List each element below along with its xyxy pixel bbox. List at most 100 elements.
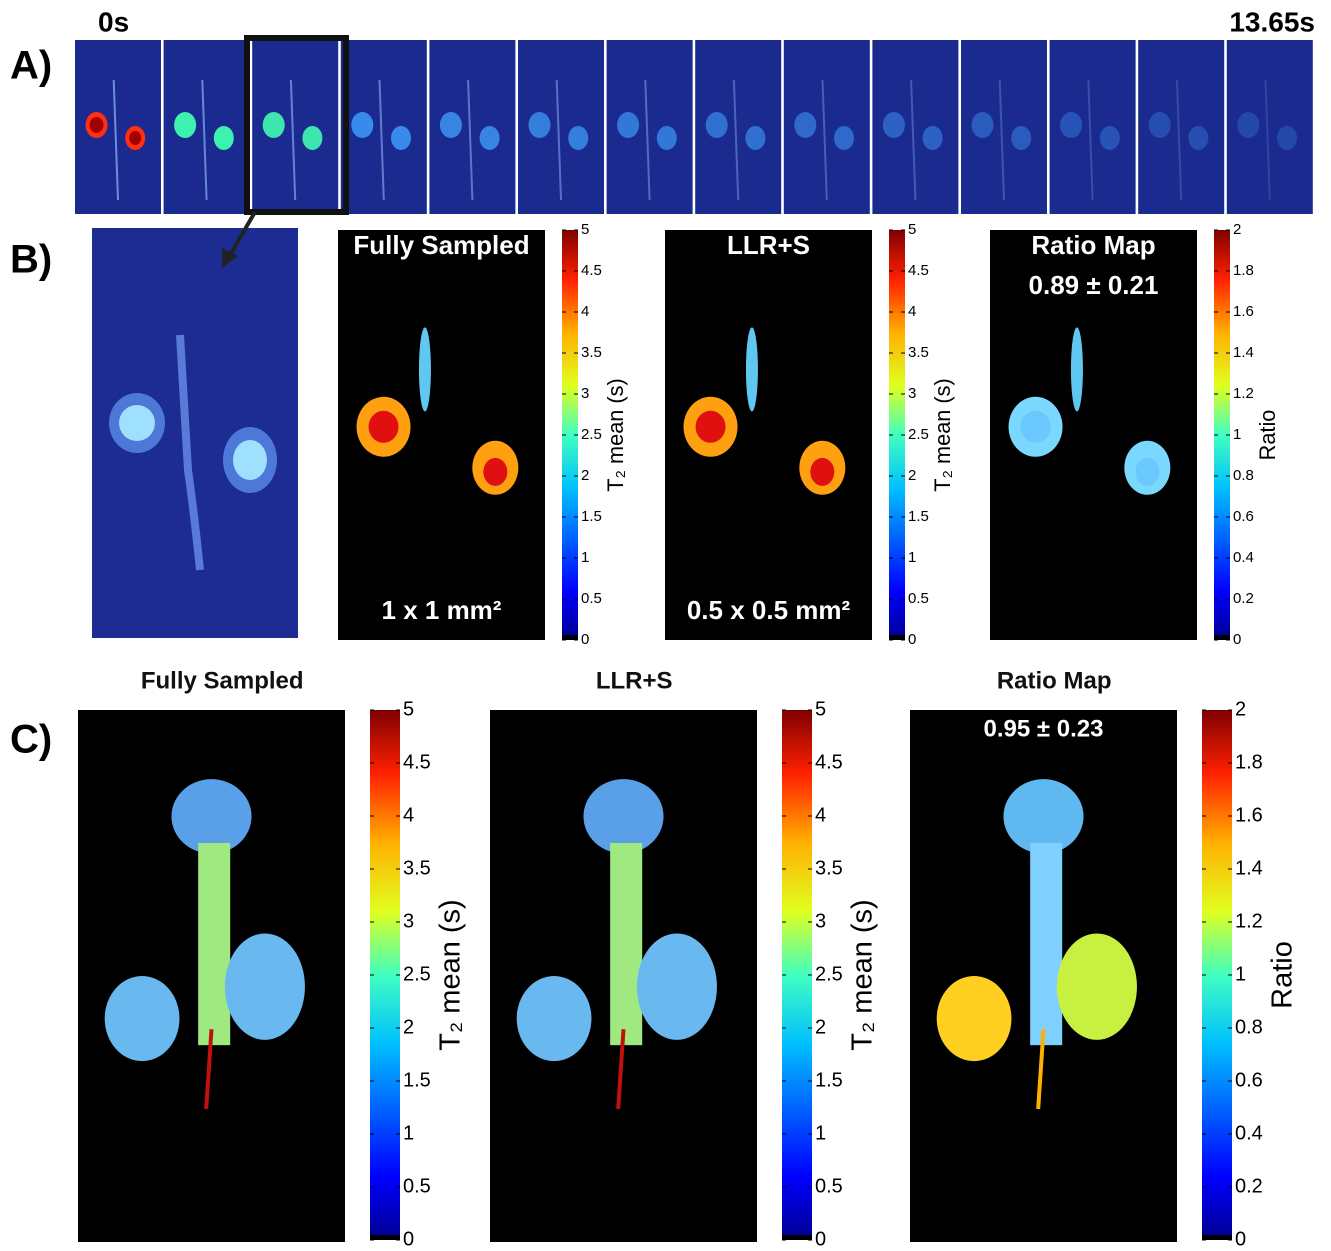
- colorbar-tick-label: 1.2: [1235, 910, 1263, 932]
- colorbar-floor: [889, 635, 905, 640]
- colorbar-tick-label: 0.6: [1235, 1069, 1263, 1091]
- kidney: [834, 126, 854, 150]
- colorbar-tick-label: 2: [908, 467, 916, 484]
- colorbar-tick-label: 0: [403, 1228, 414, 1250]
- vessel: [419, 327, 431, 411]
- colorbar-floor: [370, 1235, 400, 1240]
- colorbar-tick-label: 1: [581, 549, 589, 566]
- colorbar-floor: [782, 1235, 812, 1240]
- kidney-core: [233, 440, 267, 480]
- colorbar-tick-label: 5: [908, 221, 916, 238]
- vessel: [198, 843, 230, 1045]
- colorbar-tick-label: 0.5: [908, 590, 929, 607]
- panel-label: C): [10, 718, 52, 762]
- kidney: [225, 933, 305, 1039]
- kidney: [391, 126, 411, 150]
- kidney: [1011, 126, 1031, 150]
- colorbar-tick-label: 1.5: [403, 1069, 431, 1091]
- kidney: [617, 112, 639, 138]
- kidney-core: [483, 458, 507, 486]
- map-title: LLR+S: [727, 230, 810, 260]
- organ: [583, 779, 663, 853]
- kidney-core: [810, 458, 834, 486]
- kidney: [214, 126, 234, 150]
- colorbar-tick-label: 1.8: [1233, 262, 1254, 279]
- kidney: [263, 112, 285, 138]
- colorbar-tick-label: 1.6: [1233, 303, 1254, 320]
- kidney-core: [1135, 458, 1159, 486]
- colorbar-label: Ratio: [1267, 941, 1299, 1009]
- kidney-core: [129, 131, 141, 145]
- colorbar-tick-label: 3: [908, 385, 916, 402]
- map-title: Fully Sampled: [353, 230, 529, 260]
- colorbar-label: T₂ mean (s): [603, 378, 628, 492]
- colorbar-tick-label: 2.5: [815, 963, 843, 985]
- kidney-core: [696, 411, 726, 443]
- colorbar-tick-label: 0: [581, 631, 589, 648]
- colorbar-tick-label: 0.8: [1233, 467, 1254, 484]
- kidney: [923, 126, 943, 150]
- colorbar-tick-label: 1.5: [815, 1069, 843, 1091]
- colorbar-tick-label: 2: [815, 1016, 826, 1038]
- kidney: [706, 112, 728, 138]
- colorbar-tick-label: 5: [581, 221, 589, 238]
- map-annotation: 1 x 1 mm²: [382, 595, 502, 625]
- colorbar-tick-label: 0.4: [1235, 1122, 1263, 1144]
- map-title: Ratio Map: [997, 667, 1112, 694]
- colorbar: [370, 710, 400, 1240]
- vessel: [610, 843, 642, 1045]
- vessel: [746, 327, 758, 411]
- kidney: [937, 976, 1012, 1061]
- colorbar-label: T₂ mean (s): [930, 378, 955, 492]
- kidney: [440, 112, 462, 138]
- colorbar-tick-label: 4.5: [908, 262, 929, 279]
- colorbar-tick-label: 3.5: [908, 344, 929, 361]
- colorbar-floor: [562, 635, 578, 640]
- colorbar-tick-label: 2.5: [908, 426, 929, 443]
- colorbar-tick-label: 1.4: [1235, 857, 1263, 879]
- colorbar-tick-label: 0.5: [403, 1175, 431, 1197]
- colorbar-tick-label: 4: [581, 303, 589, 320]
- maps: Fully Sampled 1 x 1 mm² 0 0.5 1 1.5 2 2.5 3 3.5 4 4…: [78, 221, 1299, 1250]
- colorbar-tick-label: 2.5: [403, 963, 431, 985]
- colorbar-label: T₂ mean (s): [435, 899, 467, 1050]
- vessel: [1030, 843, 1062, 1045]
- colorbar-tick-label: 1.6: [1235, 804, 1263, 826]
- map-annotation: 0.95 ± 0.23: [984, 715, 1104, 742]
- frame-strip: [75, 40, 1313, 214]
- colorbar-tick-label: 0.4: [1233, 549, 1254, 566]
- colorbar-tick-label: 5: [815, 698, 826, 720]
- colorbar-tick-label: 3.5: [815, 857, 843, 879]
- end-time: 13.65s: [1229, 6, 1315, 37]
- colorbar: [1202, 710, 1232, 1240]
- organ: [1003, 779, 1083, 853]
- colorbar-tick-label: 3.5: [403, 857, 431, 879]
- kidney-core: [369, 411, 399, 443]
- colorbar-tick-label: 4: [815, 804, 826, 826]
- colorbar-label: Ratio: [1255, 410, 1280, 461]
- colorbar-tick-label: 0.8: [1235, 1016, 1263, 1038]
- map-title: Fully Sampled: [141, 667, 304, 694]
- colorbar-tick-label: 0.5: [581, 590, 602, 607]
- kidney: [745, 126, 765, 150]
- colorbar-tick-label: 0.5: [815, 1175, 843, 1197]
- kidney: [529, 112, 551, 138]
- kidney: [972, 112, 994, 138]
- kidney: [568, 126, 588, 150]
- map-annotation: 0.5 x 0.5 mm²: [687, 595, 851, 625]
- colorbar-tick-label: 3: [815, 910, 826, 932]
- map-title: LLR+S: [596, 667, 673, 694]
- kidney: [105, 976, 180, 1061]
- colorbar-tick-label: 1.2: [1233, 385, 1254, 402]
- colorbar-tick-label: 2.5: [581, 426, 602, 443]
- colorbar-tick-label: 2: [403, 1016, 414, 1038]
- colorbar-tick-label: 1.8: [1235, 751, 1263, 773]
- colorbar-tick-label: 1: [1235, 963, 1246, 985]
- colorbar-tick-label: 0: [1233, 631, 1241, 648]
- colorbar-tick-label: 1: [1233, 426, 1241, 443]
- colorbar-tick-label: 2: [581, 467, 589, 484]
- kidney: [1237, 112, 1259, 138]
- kidney: [517, 976, 592, 1061]
- colorbar-tick-label: 4.5: [403, 751, 431, 773]
- colorbar-tick-label: 0: [815, 1228, 826, 1250]
